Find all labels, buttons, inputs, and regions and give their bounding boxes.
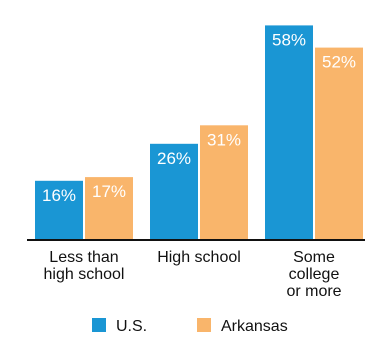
legend: U.S. Arkansas [92,318,288,335]
bar-arkansas-1 [200,125,248,240]
category-label-2-line-2: or more [286,283,341,300]
bar-arkansas-0 [85,177,133,240]
legend-label-us: U.S. [116,318,147,335]
bar-arkansas-2 [315,47,363,240]
data-label-us-1: 26% [157,149,191,168]
bar-us-1 [150,143,198,240]
bar-us-0 [35,180,83,240]
category-label-0-line-0: Less than [49,249,118,266]
data-label-arkansas-0: 17% [92,182,126,201]
data-label-us-0: 16% [42,186,76,205]
legend-swatch-us [92,318,106,332]
category-label-2-line-1: college [289,266,340,283]
bars-group: 16% 17% 26% 31% 58% 52% [35,25,363,241]
data-label-arkansas-2: 52% [322,53,356,72]
legend-label-arkansas: Arkansas [221,318,288,335]
category-label-1-line-0: High school [157,249,241,266]
data-label-arkansas-1: 31% [207,130,241,149]
category-label-2-line-0: Some [293,249,335,266]
bar-us-2 [265,25,313,241]
data-label-us-2: 58% [272,30,306,49]
category-label-0-line-1: high school [44,266,125,283]
legend-swatch-arkansas [197,318,211,332]
